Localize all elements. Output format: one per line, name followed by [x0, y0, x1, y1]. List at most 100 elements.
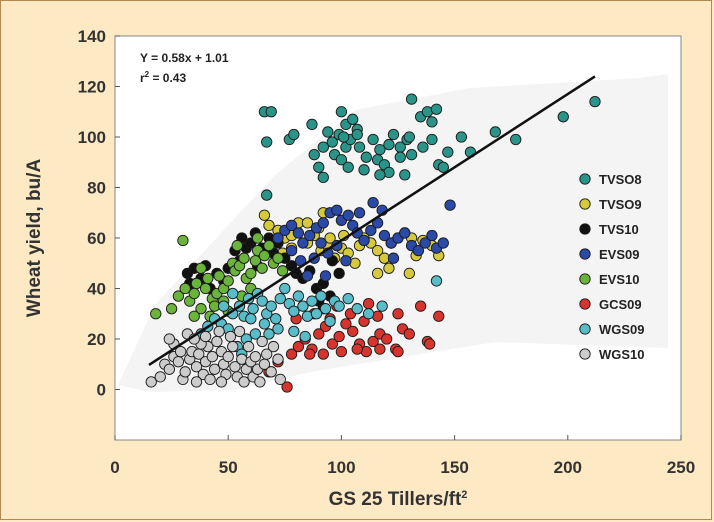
data-point-wgs10	[163, 363, 175, 375]
data-point-evs09	[297, 237, 309, 249]
data-point-evs09	[317, 217, 329, 229]
legend-marker	[579, 348, 591, 360]
x-tick-label: 50	[219, 458, 238, 477]
x-tick-label: 250	[667, 458, 695, 477]
data-point-evs10	[188, 287, 200, 300]
data-point-gcs09	[317, 348, 329, 360]
data-point-wgs10	[208, 363, 221, 375]
data-point-wgs09	[342, 292, 354, 305]
data-point-tvso8	[589, 96, 601, 108]
data-point-wgs09	[227, 287, 239, 300]
data-point-evs09	[342, 209, 354, 221]
data-point-wgs09	[333, 300, 345, 312]
data-point-tvso8	[417, 141, 429, 153]
data-point-wgs10	[254, 376, 266, 388]
data-point-gcs09	[292, 340, 305, 353]
data-point-wgs09	[247, 303, 259, 315]
data-point-gcs09	[333, 330, 345, 343]
legend-label: TVS10	[599, 222, 639, 237]
data-point-tvso8	[387, 128, 400, 141]
data-point-wgs09	[310, 308, 323, 320]
data-point-wgs09	[270, 313, 282, 325]
data-point-tvso8	[442, 146, 454, 158]
data-point-evs10	[150, 308, 162, 320]
legend-label: TVSO8	[599, 172, 642, 187]
data-point-tvso8	[394, 151, 406, 163]
y-axis-label: Wheat yield, bu/A	[24, 159, 45, 318]
data-point-evs09	[340, 255, 352, 267]
data-point-tvso8	[405, 149, 418, 161]
data-point-gcs09	[392, 308, 404, 320]
data-point-evs09	[353, 207, 366, 219]
data-point-evs10	[199, 282, 212, 295]
data-point-evs10	[195, 262, 207, 274]
data-point-evs09	[412, 244, 425, 257]
data-point-wgs09	[265, 300, 277, 312]
data-point-gcs09	[414, 300, 427, 312]
data-point-evs09	[437, 237, 449, 249]
data-point-evs10	[222, 275, 234, 287]
data-point-wgs09	[306, 295, 318, 307]
data-point-evs10	[190, 277, 203, 290]
y-tick-label: 80	[87, 179, 106, 198]
data-point-evs09	[419, 237, 431, 249]
data-point-tvso8	[351, 128, 363, 141]
data-point-wgs10	[272, 353, 284, 365]
data-point-wgs09	[299, 330, 311, 343]
data-point-evs10	[256, 262, 268, 274]
data-point-gcs09	[433, 310, 445, 322]
y-tick-label: 20	[87, 330, 106, 349]
data-point-evs09	[315, 237, 327, 249]
data-point-evs09	[319, 270, 332, 282]
data-point-gcs09	[351, 343, 363, 355]
data-point-gcs09	[381, 333, 393, 345]
data-point-evs10	[172, 290, 185, 302]
data-point-tvso8	[313, 161, 325, 173]
data-point-wgs09	[263, 328, 275, 340]
data-point-wgs10	[256, 335, 268, 348]
data-point-gcs09	[403, 328, 415, 340]
data-point-evs09	[365, 224, 377, 237]
data-point-tvso9	[263, 219, 275, 232]
data-point-evs09	[285, 244, 298, 257]
data-point-gcs09	[281, 381, 293, 393]
data-point-tvso8	[347, 113, 359, 125]
data-point-wgs10	[222, 351, 234, 363]
y-tick-label: 120	[78, 78, 106, 97]
data-point-wgs10	[238, 376, 250, 388]
data-point-evs09	[444, 199, 456, 211]
data-point-tvso8	[335, 106, 348, 118]
data-point-evs10	[251, 232, 264, 244]
data-point-evs10	[195, 303, 207, 315]
data-point-wgs09	[351, 303, 363, 315]
legend-marker	[579, 298, 591, 310]
data-point-evs10	[245, 267, 257, 279]
data-point-wgs10	[199, 330, 212, 343]
legend-label: EVS09	[599, 247, 639, 262]
x-tick-label: 200	[554, 458, 582, 477]
data-point-tvso8	[399, 169, 411, 181]
data-point-tvso8	[265, 106, 277, 118]
data-point-tvso8	[430, 103, 443, 115]
data-point-gcs09	[367, 335, 379, 348]
legend-marker	[579, 198, 591, 210]
data-point-evs09	[378, 229, 391, 242]
data-point-wgs09	[288, 325, 300, 338]
legend-marker	[579, 223, 591, 235]
data-point-wgs10	[267, 340, 280, 353]
data-point-tvso8	[489, 126, 502, 138]
data-point-wgs09	[279, 282, 291, 295]
y-tick-label: 100	[78, 128, 106, 147]
data-point-evs10	[258, 250, 271, 262]
legend-label: EVS10	[599, 272, 639, 287]
data-point-evs10	[276, 265, 289, 277]
data-point-evs09	[426, 229, 438, 242]
data-point-evs10	[165, 303, 178, 315]
data-point-tvso8	[510, 133, 522, 146]
data-point-wgs09	[272, 323, 284, 335]
data-point-wgs10	[145, 376, 157, 388]
data-point-tvso9	[383, 262, 395, 274]
data-point-wgs10	[274, 373, 286, 386]
trend-line	[148, 75, 596, 367]
